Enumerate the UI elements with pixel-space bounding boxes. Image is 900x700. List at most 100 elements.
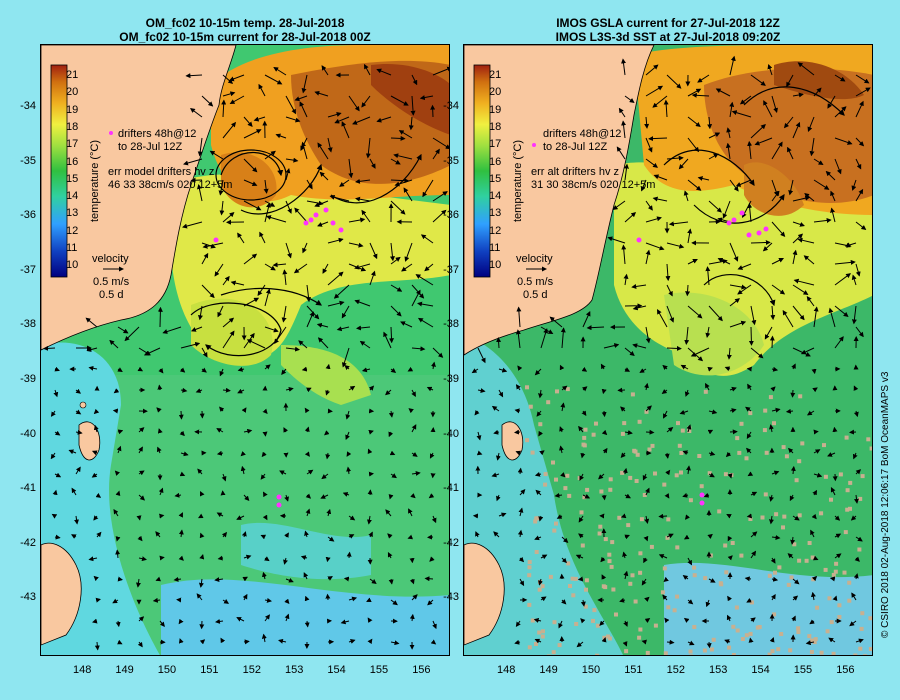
current-arrow [52, 489, 58, 496]
current-arrow [620, 406, 626, 412]
no-data-pixel [592, 608, 597, 613]
right-velocity-title: velocity [516, 253, 553, 265]
current-arrow [601, 388, 607, 395]
current-arrow [319, 171, 329, 181]
current-arrow [199, 554, 205, 560]
current-arrow [354, 299, 371, 307]
current-arrow [285, 386, 294, 392]
x-tick-label: 153 [285, 664, 304, 676]
current-arrow [663, 99, 669, 118]
no-data-pixel [666, 517, 671, 522]
current-arrow [301, 366, 308, 372]
x-tick-label: 150 [157, 664, 177, 676]
current-arrow [75, 429, 83, 435]
current-arrow [409, 578, 415, 585]
current-arrow [834, 74, 846, 82]
current-arrow [197, 468, 203, 475]
current-arrow [304, 595, 310, 602]
no-data-pixel [527, 560, 532, 565]
current-arrow [746, 598, 752, 603]
current-arrow [388, 493, 394, 500]
current-arrow [237, 232, 245, 244]
current-arrow [750, 124, 766, 139]
current-arrow [855, 158, 862, 170]
left-map-svg [41, 45, 449, 655]
current-arrow [325, 389, 331, 396]
current-arrow [432, 148, 440, 160]
current-arrow [202, 242, 224, 249]
current-arrow [687, 305, 703, 319]
current-arrow [769, 637, 775, 643]
current-arrow [389, 242, 395, 262]
current-arrow [493, 429, 500, 435]
current-arrow [294, 95, 308, 102]
current-arrow [830, 190, 836, 202]
current-arrow [803, 255, 815, 265]
current-arrow [540, 328, 549, 349]
current-arrow [666, 426, 674, 433]
no-data-pixel [638, 551, 643, 556]
current-arrow [645, 137, 653, 153]
current-arrow [221, 99, 227, 118]
current-arrow [515, 620, 521, 628]
current-arrow [599, 620, 605, 626]
colorbar-label: 20 [66, 86, 79, 99]
no-data-pixel [527, 602, 532, 607]
current-arrow [390, 95, 409, 106]
no-data-pixel [829, 497, 833, 502]
current-arrow [180, 451, 189, 457]
current-arrow [422, 179, 434, 198]
current-arrow [115, 490, 121, 497]
colorbar-label: 18 [66, 120, 79, 133]
no-data-pixel [779, 632, 784, 636]
current-arrow [345, 431, 350, 441]
current-arrow [322, 263, 329, 274]
no-data-pixel [831, 651, 836, 655]
current-arrow [787, 553, 794, 559]
right-drifters [532, 143, 769, 506]
current-arrow [317, 337, 329, 349]
no-data-pixel [831, 572, 836, 577]
current-arrow [729, 242, 739, 262]
current-arrow [813, 449, 821, 454]
current-arrow [735, 179, 752, 187]
current-arrow [243, 129, 262, 139]
no-data-pixel [637, 419, 642, 424]
no-data-pixel [762, 428, 767, 433]
current-arrow [834, 533, 842, 539]
current-arrow [408, 508, 413, 517]
no-data-pixel [781, 525, 785, 530]
current-arrow [243, 554, 252, 560]
no-data-pixel [653, 471, 657, 476]
current-arrow [138, 616, 145, 622]
y-tick-label: -34 [20, 100, 36, 112]
current-arrow [477, 347, 486, 364]
current-arrow [174, 492, 182, 498]
current-arrow [88, 365, 98, 371]
no-data-pixel [628, 581, 633, 586]
current-arrow [806, 410, 815, 416]
current-arrow [222, 599, 230, 604]
current-arrow [178, 529, 184, 538]
no-data-pixel [662, 566, 667, 571]
current-arrow [792, 249, 798, 265]
current-arrow [390, 473, 397, 479]
x-tick-label: 149 [539, 664, 558, 676]
current-arrow [262, 514, 268, 521]
current-arrow [648, 136, 668, 142]
no-data-pixel [784, 454, 789, 459]
current-arrow [336, 326, 350, 332]
current-arrow [496, 337, 502, 349]
current-arrow [237, 388, 245, 394]
current-arrow [624, 347, 635, 357]
current-arrow [390, 367, 397, 374]
no-data-pixel [868, 647, 872, 651]
no-data-pixel [809, 638, 814, 643]
current-arrow [112, 408, 119, 414]
current-arrow [369, 270, 376, 286]
current-arrow [729, 408, 737, 413]
current-arrow [603, 343, 620, 349]
current-arrow [632, 343, 647, 349]
no-data-pixel [663, 651, 668, 655]
no-data-pixel [838, 472, 843, 477]
